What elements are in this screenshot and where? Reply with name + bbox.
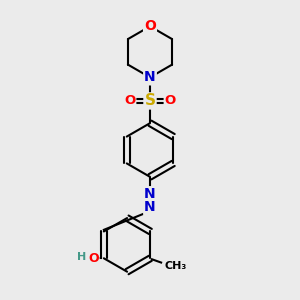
Text: CH₃: CH₃: [164, 261, 187, 271]
Text: N: N: [144, 200, 156, 214]
Text: H: H: [76, 252, 86, 262]
Text: S: S: [145, 93, 155, 108]
Text: N: N: [144, 187, 156, 201]
Text: O: O: [165, 94, 176, 107]
Text: N: N: [144, 70, 156, 84]
Text: O: O: [88, 252, 99, 265]
Text: O: O: [144, 19, 156, 33]
Text: O: O: [124, 94, 135, 107]
